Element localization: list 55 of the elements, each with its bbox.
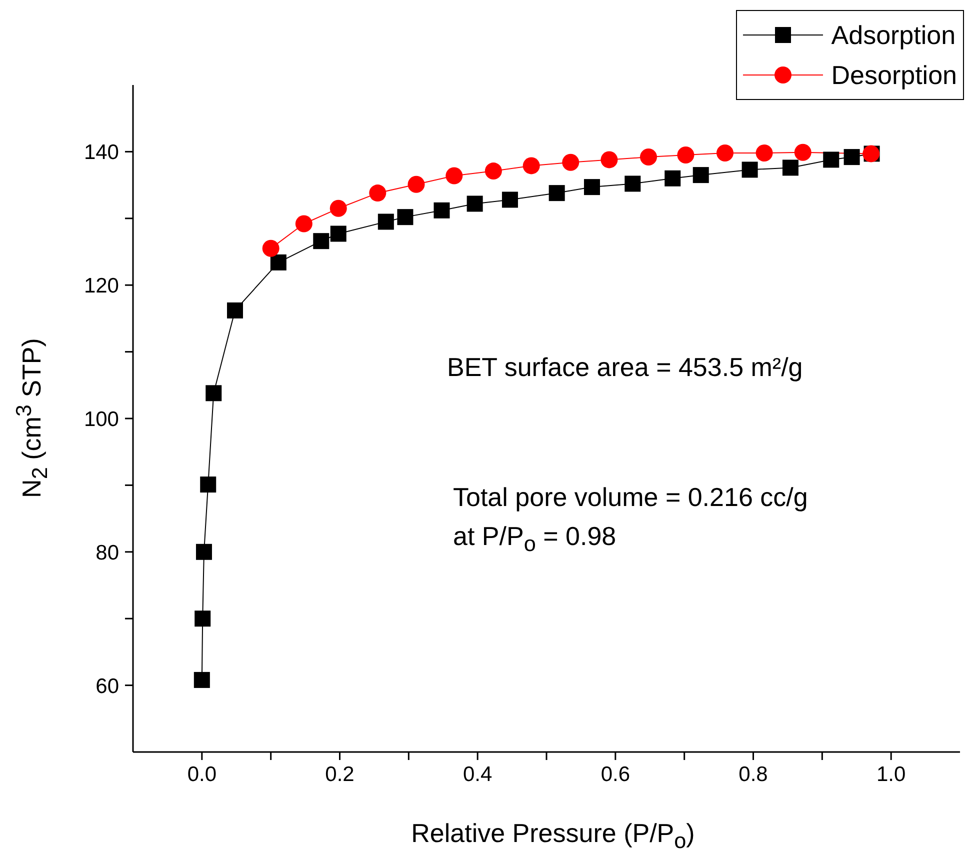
x-axis-title: Relative Pressure (P/P$_{o}$) bbox=[411, 818, 695, 854]
point bbox=[522, 157, 540, 174]
point bbox=[196, 544, 212, 560]
point bbox=[206, 385, 222, 402]
point bbox=[692, 167, 709, 184]
point bbox=[226, 302, 243, 318]
point bbox=[369, 184, 386, 202]
point bbox=[794, 144, 812, 161]
x-tick-label: 0.8 bbox=[738, 762, 768, 786]
point bbox=[270, 254, 286, 270]
x-tick-label: 0.6 bbox=[600, 762, 630, 786]
point bbox=[716, 144, 734, 162]
point bbox=[434, 202, 450, 218]
point bbox=[562, 154, 580, 171]
point bbox=[548, 185, 565, 202]
y-tick-label: 80 bbox=[96, 541, 119, 564]
point bbox=[677, 146, 694, 164]
point bbox=[502, 192, 518, 208]
y-tick-label: 60 bbox=[96, 674, 119, 698]
point bbox=[600, 151, 618, 168]
legend-label: Desorption bbox=[831, 59, 957, 92]
point bbox=[782, 160, 798, 176]
point bbox=[624, 176, 641, 192]
point bbox=[194, 672, 210, 688]
point bbox=[330, 226, 346, 242]
x-tick-label: 0.2 bbox=[325, 762, 354, 786]
y-tick-label: 100 bbox=[84, 408, 119, 431]
legend-label: Adsorption bbox=[831, 19, 956, 52]
x-tick-label: 1.0 bbox=[876, 762, 906, 786]
annotation: at P/P$_{o}$ = 0.98 bbox=[453, 521, 616, 558]
point bbox=[446, 167, 463, 184]
x-tick-label: 0.0 bbox=[187, 762, 217, 786]
point bbox=[397, 209, 414, 226]
point bbox=[584, 179, 600, 196]
point bbox=[742, 162, 758, 178]
point bbox=[823, 152, 840, 168]
y-tick-label: 140 bbox=[84, 141, 119, 164]
point bbox=[844, 149, 860, 166]
point bbox=[194, 610, 211, 627]
y-tick-label: 120 bbox=[84, 274, 119, 298]
point bbox=[484, 162, 502, 180]
point bbox=[330, 200, 347, 217]
point bbox=[466, 196, 483, 212]
point bbox=[295, 215, 312, 232]
point bbox=[408, 176, 425, 193]
point bbox=[262, 240, 280, 257]
annotation: Total pore volume = 0.216 cc/g bbox=[453, 482, 808, 513]
point bbox=[378, 214, 394, 230]
point bbox=[756, 144, 773, 162]
point bbox=[200, 476, 216, 493]
x-tick-label: 0.4 bbox=[462, 762, 492, 786]
annotation: BET surface area = 453.5 m²/g bbox=[447, 352, 803, 383]
point bbox=[640, 148, 657, 166]
point bbox=[664, 170, 681, 186]
point bbox=[313, 233, 330, 250]
